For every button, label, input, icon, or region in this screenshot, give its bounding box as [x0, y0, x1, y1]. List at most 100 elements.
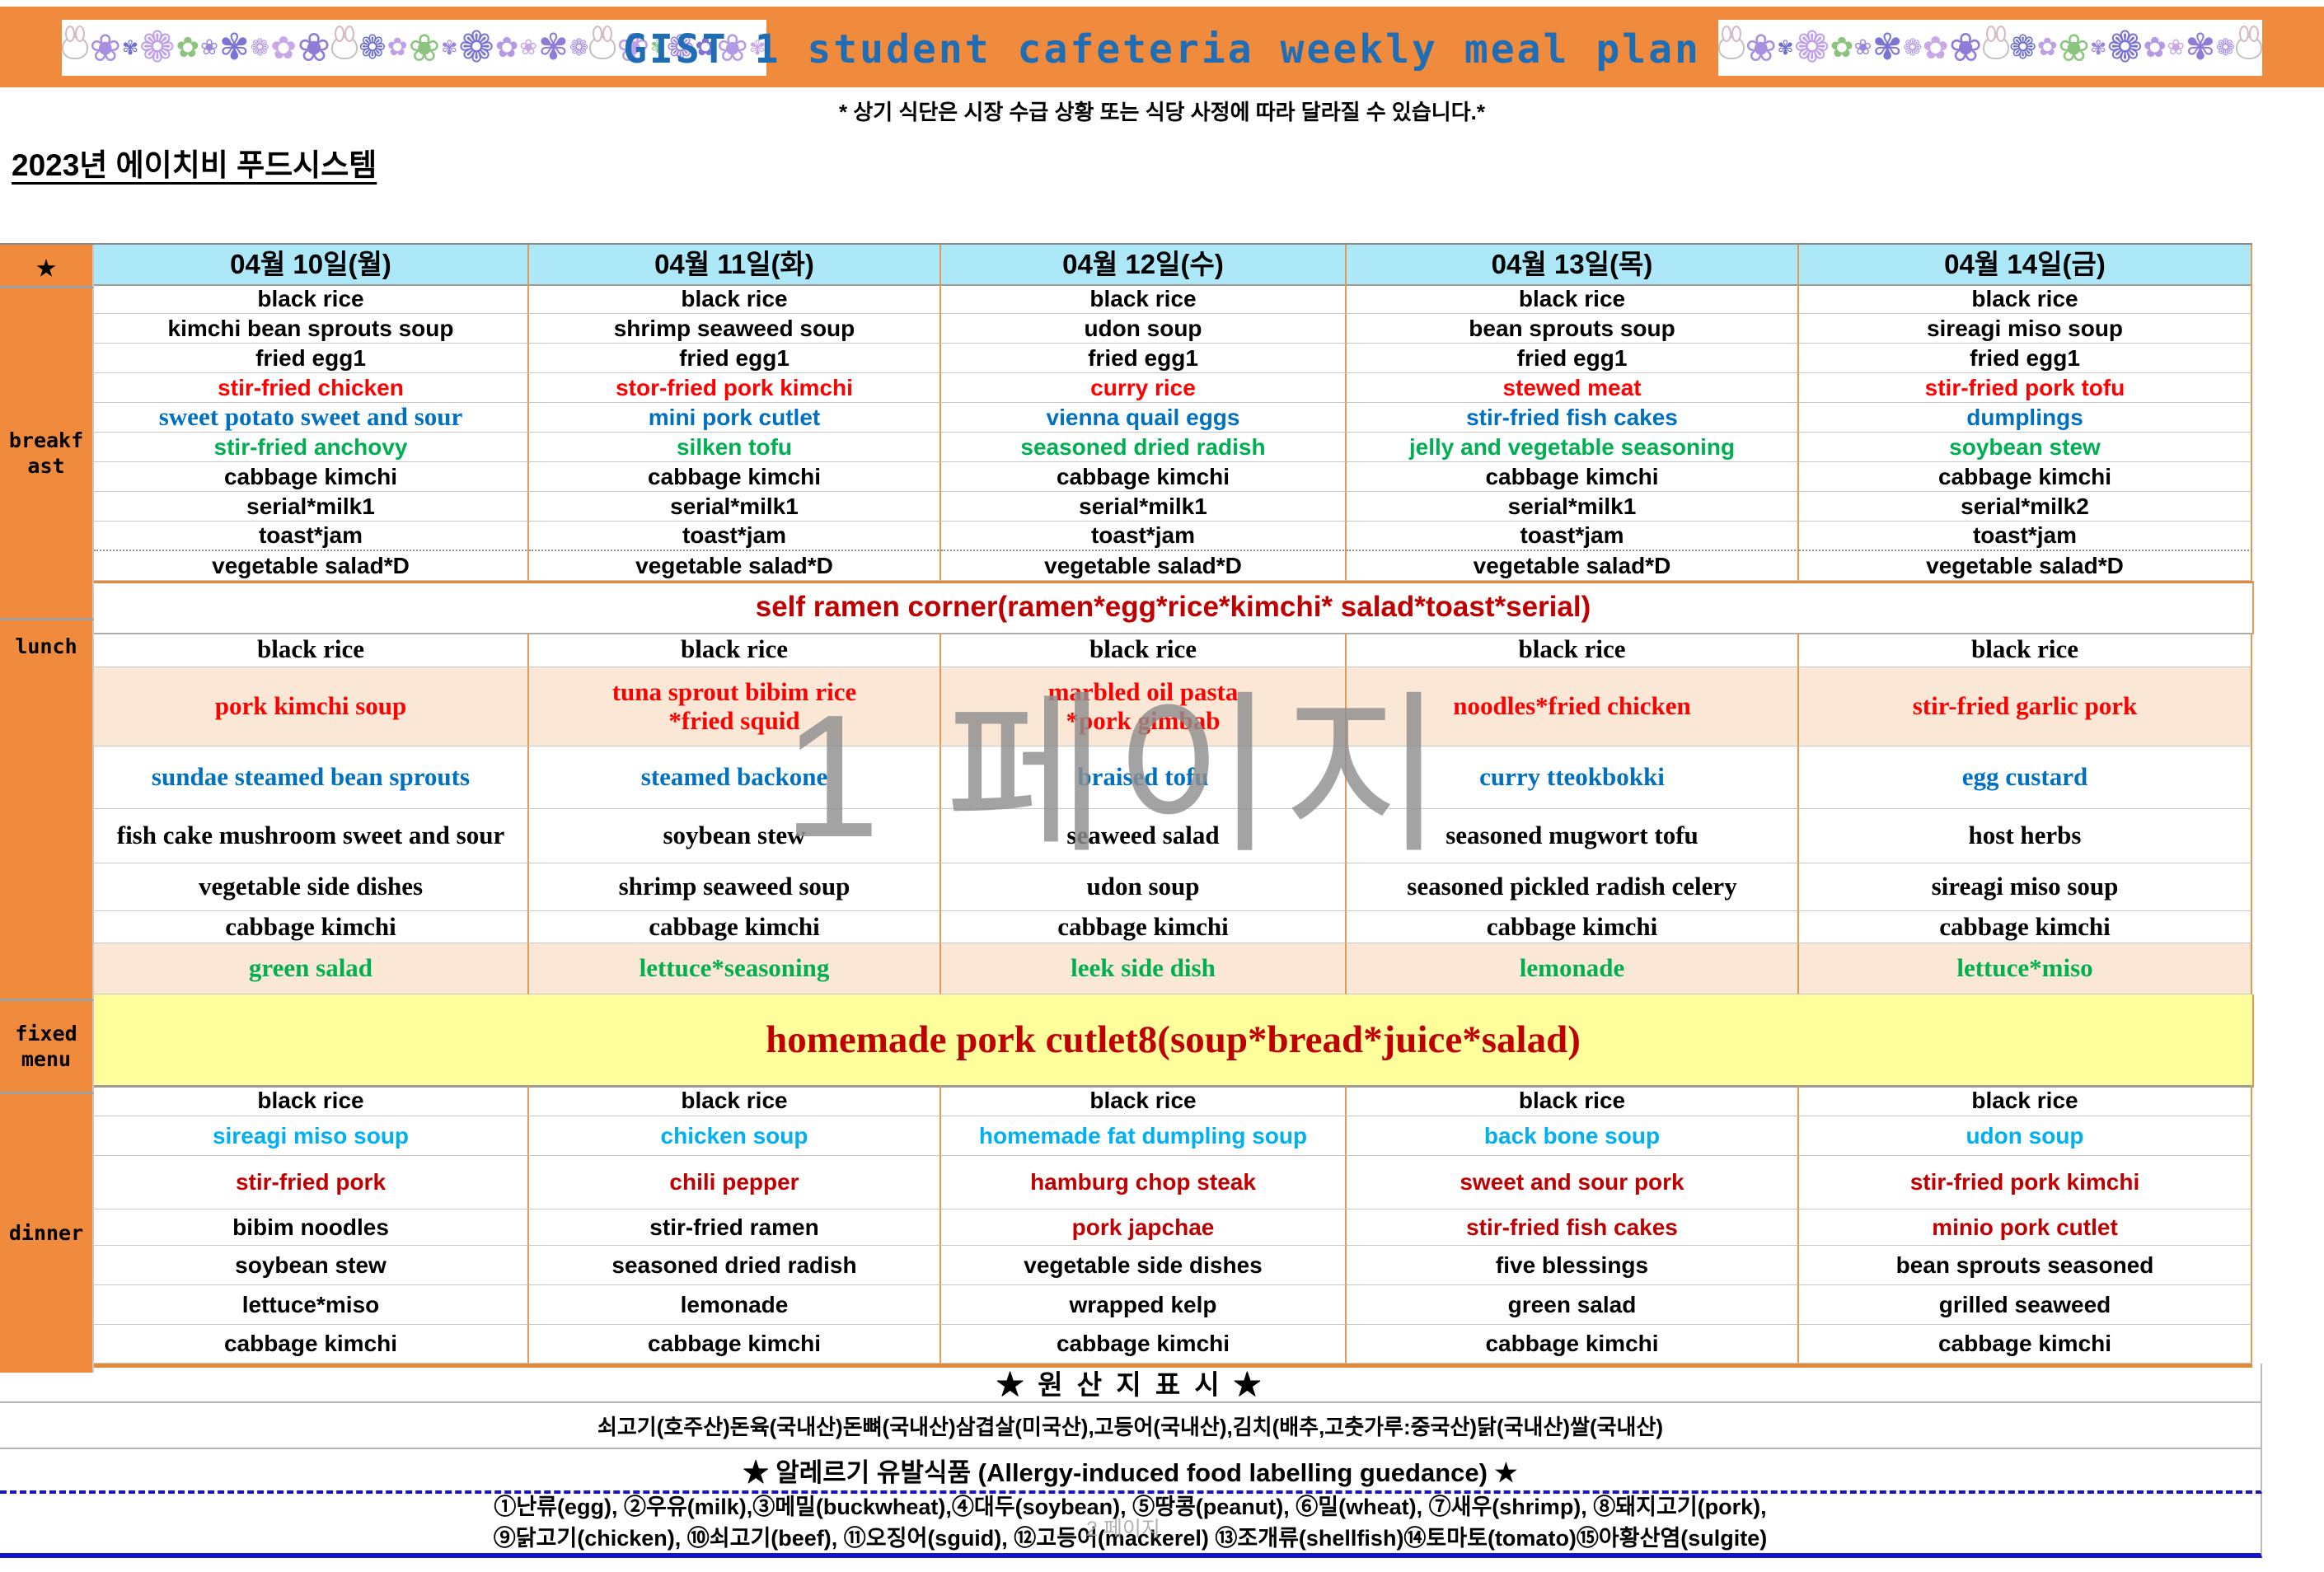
menu-item-cell: sweet and sour pork	[1347, 1156, 1799, 1209]
menu-item-cell: toast*jam	[529, 522, 941, 551]
menu-item-cell: cabbage kimchi	[1347, 462, 1799, 492]
flower-icon: ❁	[139, 23, 176, 73]
menu-item-cell: seaweed salad	[941, 809, 1347, 863]
menu-row: toast*jam toast*jam toast*jam toast*jam toas…	[94, 522, 2252, 551]
menu-row: cabbage kimchi cabbage kimchi cabbage kimc…	[94, 911, 2252, 943]
menu-item-cell: stir-fried pork tofu	[1799, 373, 2252, 403]
menu-item-cell: lettuce*miso	[94, 1285, 529, 1325]
menu-row: green salad lettuce*seasoning leek side di…	[94, 943, 2252, 994]
flower-icon: ✿	[695, 33, 716, 62]
menu-item-cell: sireagi miso soup	[1799, 314, 2252, 344]
menu-item-cell: vegetable salad*D	[1347, 551, 1799, 581]
menu-item-cell: toast*jam	[94, 522, 529, 551]
flower-icon: ❀	[1948, 25, 1983, 71]
menu-item-cell: cabbage kimchi	[1799, 1325, 2252, 1364]
menu-item-cell: fried egg1	[941, 344, 1347, 373]
menu-item-cell: pork kimchi soup	[94, 667, 529, 746]
menu-row: black rice black rice black rice black rice…	[94, 284, 2252, 314]
menu-item-cell: cabbage kimchi	[1347, 1325, 1799, 1364]
menu-item-cell: dumplings	[1799, 403, 2252, 433]
flower-icon: ❁	[458, 23, 494, 73]
menu-item-cell: black rice	[529, 284, 941, 314]
flower-icon: ❀	[2058, 26, 2090, 70]
meal-sidebar: ★ breakf ast lunch fixed menu dinner	[0, 243, 94, 1373]
sidebar-item-lunch: lunch	[0, 620, 94, 1001]
menu-item-cell: serial*milk1	[1347, 492, 1799, 522]
organization-name: 2023년 에이치비 푸드시스템	[12, 148, 377, 182]
menu-item-cell: vegetable salad*D	[1799, 551, 2252, 581]
origin-label-line: 쇠고기(호주산)돈육(국내산)돈뼈(국내산)삼겹살(미국산),고등어(국내산),…	[0, 1403, 2262, 1449]
menu-item-cell: lettuce*seasoning	[529, 943, 941, 994]
flower-icon: ❀	[1853, 35, 1872, 60]
menu-item-cell: black rice	[1347, 1085, 1799, 1116]
menu-item-cell: sireagi miso soup	[1799, 863, 2252, 911]
flower-icon: ❀	[2167, 35, 2186, 60]
breakfast-section: black rice black rice black rice black rice…	[94, 284, 2252, 583]
menu-item-cell: soybean stew	[94, 1246, 529, 1285]
menu-item-cell: stir-fried pork kimchi	[1799, 1156, 2252, 1209]
menu-item-cell: cabbage kimchi	[941, 911, 1347, 943]
flower-icon: ✿	[176, 31, 200, 64]
menu-item-cell: green salad	[1347, 1285, 1799, 1325]
menu-item-cell: steamed backone	[529, 746, 941, 809]
flower-icon: ✾	[441, 36, 458, 59]
flower-strip-left: ❀ ✾ ❁ ✿ ❀ ✾ ❁ ✿ ❀ ❁ ✿ ❀ ✾ ❁ ✿ ❀ ✾ ❁ ❀ ✾ ❁ ✿ ❀ ✾	[62, 20, 766, 76]
flower-icon: ❀	[1745, 26, 1778, 70]
menu-item-cell: black rice	[529, 633, 941, 667]
menu-item-cell: cabbage kimchi	[94, 911, 529, 943]
menu-row: stir-fried anchovy silken tofu seasoned dr…	[94, 433, 2252, 462]
menu-item-cell: stir-fried pork	[94, 1156, 529, 1209]
flower-icon: ✿	[1922, 30, 1949, 66]
page-title: GIST 1 student cafeteria weekly meal pla…	[623, 26, 1701, 73]
flower-icon: ✿	[2036, 33, 2058, 62]
menu-row: fish cake mushroom sweet and sour soybean…	[94, 809, 2252, 863]
menu-item-cell: black rice	[94, 1085, 529, 1116]
menu-item-cell: pork japchae	[941, 1209, 1347, 1246]
menu-item-cell: cabbage kimchi	[1799, 911, 2252, 943]
menu-item-cell: udon soup	[941, 314, 1347, 344]
menu-item-cell: host herbs	[1799, 809, 2252, 863]
menu-item-cell: five blessings	[1347, 1246, 1799, 1285]
menu-item-cell: black rice	[941, 284, 1347, 314]
self-ramen-corner-row: self ramen corner(ramen*egg*rice*kimchi*…	[94, 581, 2254, 634]
menu-row: vegetable salad*D vegetable salad*D vegeta…	[94, 551, 2252, 581]
menu-item-cell: vegetable salad*D	[94, 551, 529, 581]
menu-item-cell: sireagi miso soup	[94, 1116, 529, 1156]
menu-item-cell: black rice	[529, 1085, 941, 1116]
fixed-menu-text: homemade pork cutlet8(soup*bread*juice*s…	[766, 1018, 1581, 1061]
menu-row: black rice black rice black rice black rice…	[94, 1085, 2252, 1116]
menu-item-cell: curry tteokbokki	[1347, 746, 1799, 809]
menu-item-cell: black rice	[1347, 284, 1799, 314]
day-header-cell: 04월 13일(목)	[1347, 245, 1799, 286]
menu-item-cell: leek side dish	[941, 943, 1347, 994]
flower-icon: ✿	[387, 33, 408, 62]
menu-row: soybean stew seasoned dried radish vegetab…	[94, 1246, 2252, 1285]
menu-item-cell: udon soup	[1799, 1116, 2252, 1156]
allergy-line-1: ①난류(egg), ②우유(milk),③메밀(buckwheat),④대두(s…	[494, 1495, 1767, 1520]
menu-item-cell: lemonade	[529, 1285, 941, 1325]
menu-item-cell: cabbage kimchi	[1799, 462, 2252, 492]
fixed-menu-row: homemade pork cutlet8(soup*bread*juice*s…	[94, 994, 2254, 1088]
menu-item-cell: hamburg chop steak	[941, 1156, 1347, 1209]
flower-icon: ✾	[650, 37, 666, 58]
flower-icon: ❀	[408, 26, 441, 70]
menu-item-cell: black rice	[1799, 1085, 2252, 1116]
menu-item-cell: fried egg1	[1347, 344, 1799, 373]
menu-item-cell: lettuce*miso	[1799, 943, 2252, 994]
menu-row: sweet potato sweet and sour mini pork cut…	[94, 403, 2252, 433]
flower-icon: ✾	[749, 36, 766, 59]
dinner-section: black rice black rice black rice black rice…	[94, 1085, 2252, 1368]
lunch-section: black rice black rice black rice black rice…	[94, 633, 2252, 994]
menu-item-cell: vegetable salad*D	[529, 551, 941, 581]
flower-icon: ❁	[2008, 29, 2037, 67]
menu-item-cell: stewed meat	[1347, 373, 1799, 403]
menu-item-cell: green salad	[94, 943, 529, 994]
menu-item-cell: black rice	[1799, 284, 2252, 314]
bunny-face-icon	[331, 26, 358, 59]
menu-row: stir-fried chicken stor-fried pork kimchi…	[94, 373, 2252, 403]
menu-item-cell: marbled oil pasta *pork gimbab	[941, 667, 1347, 746]
menu-item-cell: vegetable salad*D	[941, 551, 1347, 581]
sidebar-item-fixed-menu: fixed menu	[0, 1001, 94, 1094]
flower-icon: ❀	[89, 26, 121, 70]
